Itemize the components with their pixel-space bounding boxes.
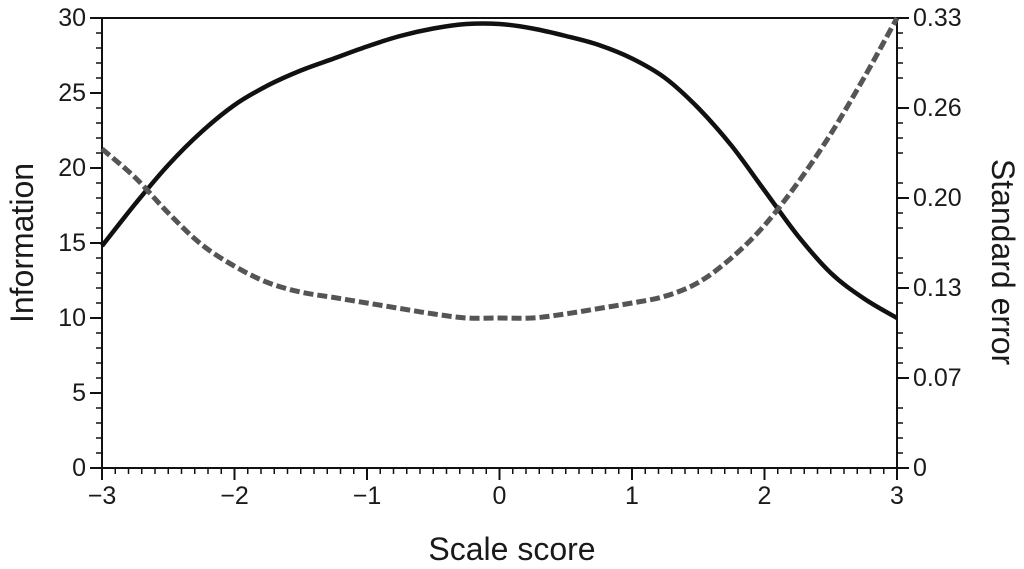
y-tick-label: 20	[58, 154, 86, 182]
x-tick-label: 0	[493, 482, 507, 510]
y2-tick-label: 0.20	[913, 184, 962, 212]
y-tick-label: 5	[72, 379, 86, 407]
standard-error-series-line	[100, 16, 900, 321]
y-axis-title: Information	[4, 163, 40, 323]
y2-tick-label: 0.07	[913, 364, 962, 392]
series-layer	[100, 16, 900, 321]
plot-area	[101, 17, 898, 469]
y-tick-label: 0	[72, 454, 86, 482]
y2-tick-label: 0.13	[913, 274, 962, 302]
y2-tick-label: 0	[913, 454, 927, 482]
y-tick-label: 15	[58, 229, 86, 257]
y2-tick-label: 0.33	[913, 4, 962, 32]
x-tick-label: −1	[353, 482, 382, 510]
x-tick-label: −2	[220, 482, 249, 510]
x-tick-label: 2	[758, 482, 772, 510]
tick-labels: −3 −2 −1 0 1 2 305101520253000.070.130.200.260…	[58, 4, 961, 510]
x-tick-label: 3	[890, 482, 904, 510]
y-tick-label: 10	[58, 304, 86, 332]
y2-axis-title: Standard error	[985, 159, 1021, 366]
x-tick-label: 1	[625, 482, 639, 510]
information-series-line	[100, 21, 899, 320]
ticks	[90, 17, 909, 480]
y-tick-label: 30	[58, 4, 86, 32]
x-axis-title: Scale score	[428, 531, 595, 567]
y2-tick-label: 0.26	[913, 94, 962, 122]
y-tick-label: 25	[58, 79, 86, 107]
x-tick-label: −3	[88, 482, 117, 510]
